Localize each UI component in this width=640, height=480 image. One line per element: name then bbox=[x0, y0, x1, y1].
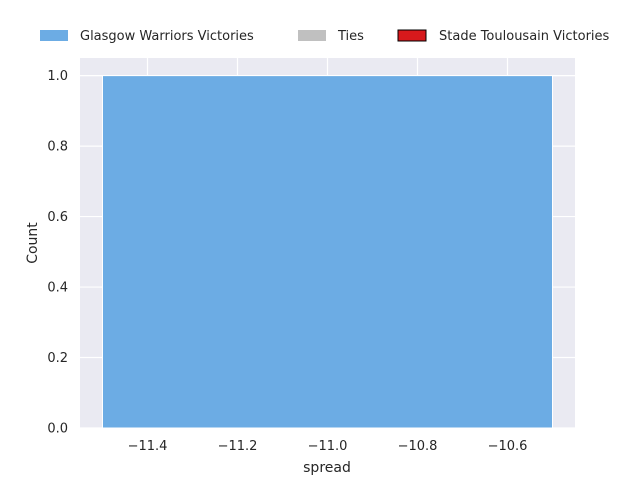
y-axis-ticks: 0.0 0.2 0.4 0.6 0.8 1.0 bbox=[47, 69, 68, 436]
x-tick-label: −11.0 bbox=[308, 439, 348, 454]
legend-label-stade: Stade Toulousain Victories bbox=[439, 29, 610, 44]
y-tick-label: 1.0 bbox=[47, 69, 68, 84]
legend-label-ties: Ties bbox=[337, 29, 364, 44]
x-axis-ticks: −11.4 −11.2 −11.0 −10.8 −10.6 bbox=[128, 439, 528, 454]
y-tick-label: 0.2 bbox=[47, 351, 68, 366]
x-axis-label: spread bbox=[303, 460, 351, 476]
x-tick-label: −11.4 bbox=[128, 439, 168, 454]
y-tick-label: 0.0 bbox=[47, 422, 68, 437]
y-axis-label: Count bbox=[25, 222, 41, 264]
bar bbox=[102, 75, 553, 429]
legend-swatch-stade bbox=[397, 29, 427, 42]
legend-swatch-ties bbox=[298, 30, 326, 41]
y-tick-label: 0.4 bbox=[47, 281, 68, 296]
legend-label-glasgow: Glasgow Warriors Victories bbox=[80, 29, 254, 44]
y-tick-label: 0.8 bbox=[47, 140, 68, 155]
legend-swatch-glasgow bbox=[40, 30, 68, 41]
x-tick-label: −10.6 bbox=[488, 439, 528, 454]
x-tick-label: −10.8 bbox=[398, 439, 438, 454]
bars bbox=[102, 75, 553, 429]
y-tick-label: 0.6 bbox=[47, 210, 68, 225]
legend: Glasgow Warriors Victories Ties Stade To… bbox=[40, 29, 610, 44]
x-tick-label: −11.2 bbox=[218, 439, 258, 454]
